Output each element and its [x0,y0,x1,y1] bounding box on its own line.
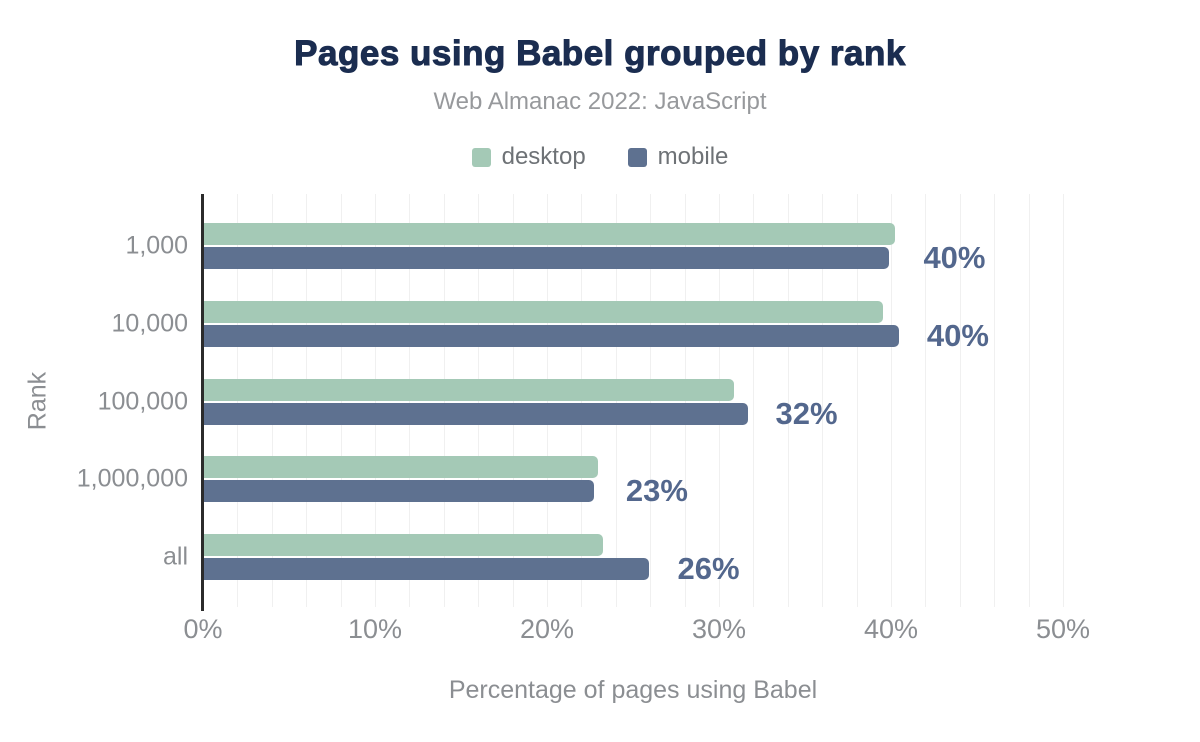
x-tick-label: 40% [863,614,919,644]
gridline [271,194,273,607]
desktop-swatch-icon [471,147,491,167]
bar-desktop [204,534,604,556]
y-tick-label: 100,000 [97,387,188,415]
gridline [409,194,411,607]
x-tick-label: 30% [691,614,747,644]
gridline [478,194,480,607]
gridline [443,194,445,607]
gridline [306,194,308,607]
gridline [856,194,858,607]
gridline [822,194,824,607]
gridline [375,194,376,607]
bar-value-label: 40% [923,240,986,275]
x-tick-label: 10% [347,614,403,644]
x-tick-label: 20% [519,614,575,644]
bar-value-label: 32% [775,395,838,431]
bar-value-label: 40% [926,317,989,353]
gridline [1063,194,1064,607]
gridline [615,194,617,607]
bar-mobile [204,558,650,580]
y-axis-line [201,194,204,611]
gridline [1028,194,1030,607]
gridline [787,194,789,607]
gridline [925,194,927,607]
x-tick-label: 50% [1035,614,1091,644]
y-tick-label: 1,000,000 [76,464,188,493]
chart-legend: desktop mobile [0,143,1200,171]
bar-desktop [204,456,598,479]
bar-mobile [204,480,595,503]
gridline [753,194,755,607]
bar-value-label: 23% [625,473,688,509]
bar-mobile [204,247,889,269]
legend-label-desktop: desktop [501,143,586,170]
y-tick-label: all [162,542,188,571]
gridline [994,194,996,607]
chart-title: Pages using Babel grouped by rank [294,34,906,74]
y-tick-label: 10,000 [111,309,188,338]
bar-mobile [204,402,748,425]
gridline [891,194,892,607]
bar-desktop [204,378,734,401]
legend-label-mobile: mobile [657,143,729,170]
gridline [684,194,686,607]
bar-desktop [204,300,884,323]
bar-mobile [204,324,899,347]
chart-subtitle: Web Almanac 2022: JavaScript [433,88,767,115]
x-tick-label: 0% [183,614,223,644]
mobile-swatch-icon [627,147,647,167]
gridline [650,194,652,607]
y-axis-title: Rank [23,371,52,430]
gridline [237,194,239,607]
gridline [581,194,583,607]
gridline [340,194,342,607]
x-axis-title: Percentage of pages using Babel [448,676,818,704]
gridline [719,194,720,607]
y-tick-label: 1,000 [125,231,188,260]
bar-desktop [204,223,896,245]
legend-item-mobile: mobile [627,143,729,171]
legend-item-desktop: desktop [471,143,586,171]
gridline [512,194,514,607]
gridline [547,194,548,607]
bar-value-label: 26% [677,551,740,586]
gridline [959,194,961,607]
